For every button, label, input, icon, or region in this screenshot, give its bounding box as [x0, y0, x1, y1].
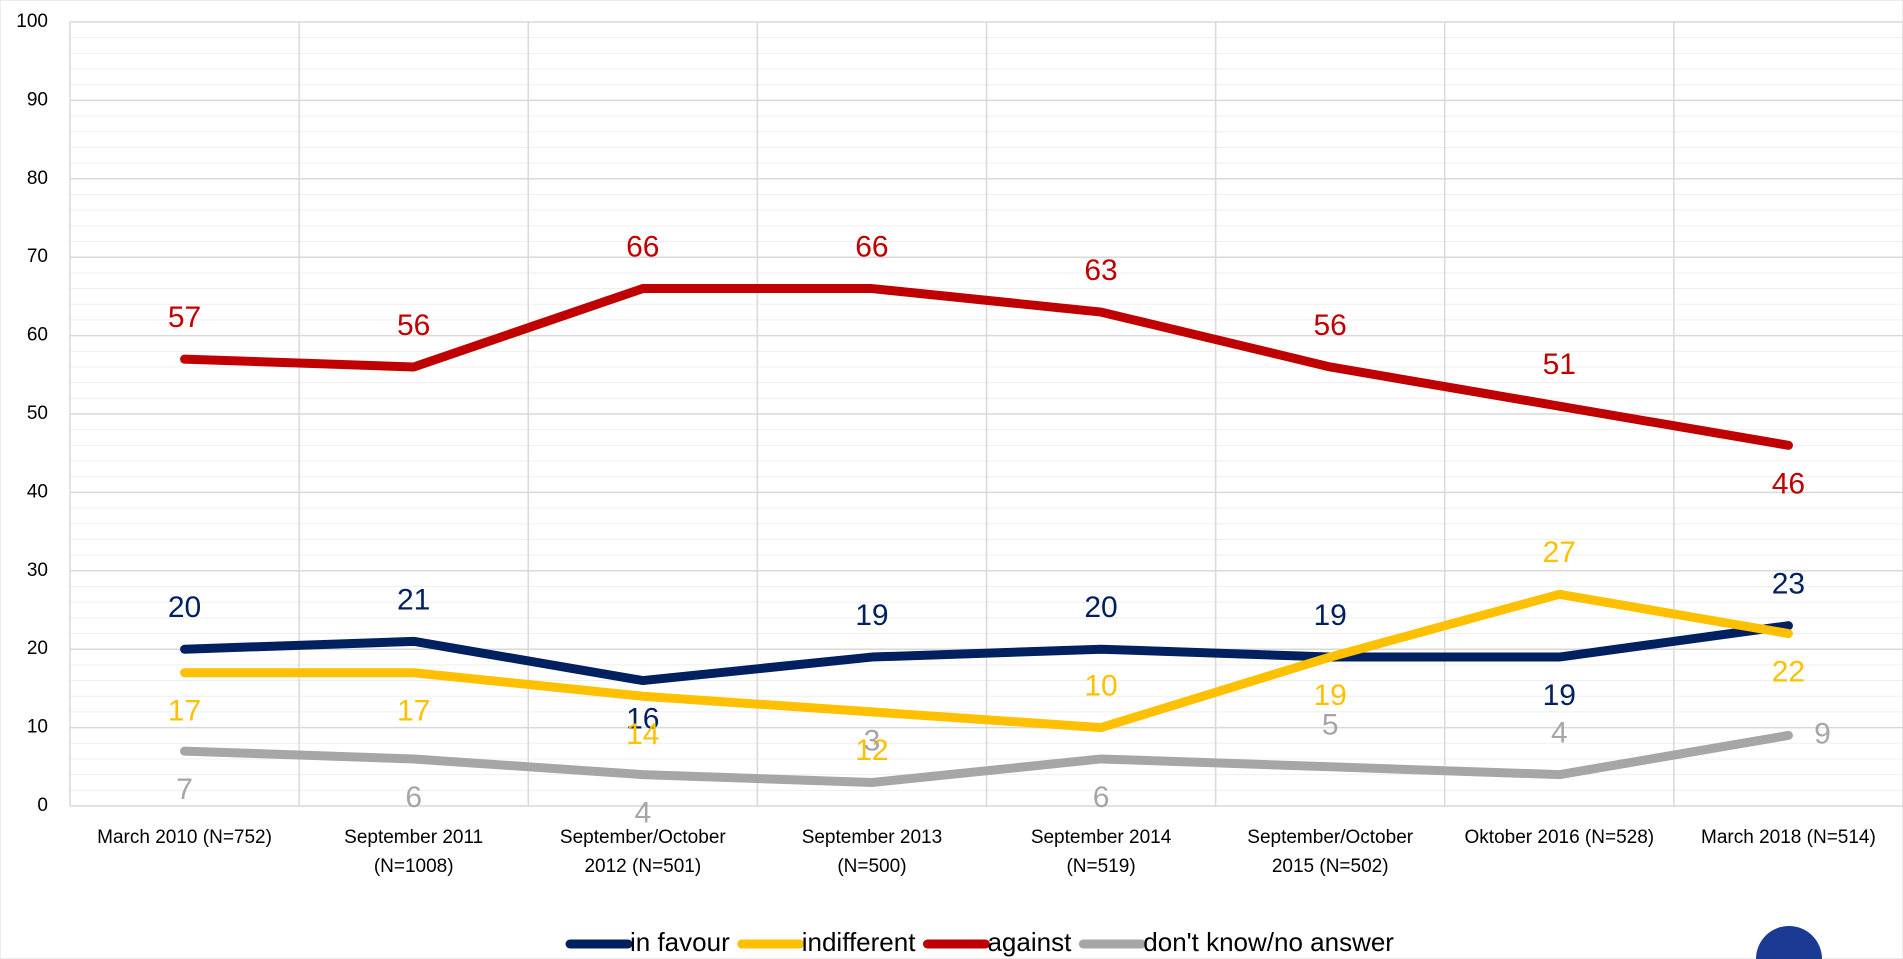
data-label: 57	[168, 301, 201, 334]
x-tick-line: (N=1008)	[374, 856, 454, 877]
data-label: 9	[1814, 717, 1831, 750]
data-label: 20	[1084, 591, 1117, 624]
data-label: 6	[405, 781, 422, 814]
x-tick-label: March 2018 (N=514)	[1701, 827, 1876, 848]
y-tick-label: 100	[16, 11, 48, 32]
data-label: 3	[864, 724, 881, 757]
data-label: 56	[397, 309, 430, 342]
data-label: 10	[1084, 670, 1117, 703]
data-label: 21	[397, 583, 430, 616]
data-label: 4	[634, 797, 651, 830]
data-label: 20	[168, 591, 201, 624]
x-tick-label: September 2011 (N=1008)	[344, 827, 483, 877]
data-label: 19	[855, 599, 888, 632]
y-tick-label: 30	[27, 560, 48, 581]
data-label: 4	[1551, 717, 1568, 750]
data-label: 19	[1543, 679, 1576, 712]
x-tick-line: September 2014	[1031, 827, 1172, 848]
x-tick-line: March 2018 (N=514)	[1701, 827, 1876, 848]
y-tick-label: 90	[27, 89, 48, 110]
legend-label: in favour	[630, 927, 730, 957]
x-tick-line: September 2013	[802, 827, 943, 848]
legend-label: don't know/no answer	[1143, 927, 1394, 957]
data-label: 17	[168, 695, 201, 728]
data-label: 16	[626, 702, 659, 735]
x-tick-label: September 2013 (N=500)	[802, 827, 943, 877]
x-tick-label: September/October 2012 (N=501)	[560, 827, 726, 877]
data-label: 17	[397, 695, 430, 728]
eu-logo	[1756, 926, 1822, 959]
y-tick-label: 10	[27, 717, 48, 738]
x-tick-line: (N=519)	[1066, 856, 1135, 877]
data-label: 7	[176, 773, 193, 806]
data-label: 56	[1314, 309, 1347, 342]
data-label: 19	[1314, 599, 1347, 632]
x-tick-line: March 2010 (N=752)	[97, 827, 272, 848]
data-label: 19	[1314, 679, 1347, 712]
series-line	[180, 284, 1793, 450]
data-label: 12	[855, 734, 888, 767]
data-label: 46	[1772, 467, 1805, 500]
series-line	[180, 589, 1793, 733]
x-tick-label: Oktober 2016 (N=528)	[1465, 827, 1655, 848]
y-tick-label: 0	[37, 795, 48, 816]
y-tick-label: 40	[27, 481, 48, 502]
data-label: 63	[1084, 254, 1117, 287]
x-tick-label: September/October 2015 (N=502)	[1247, 827, 1413, 877]
x-tick-label: March 2010 (N=752)	[97, 827, 272, 848]
data-label: 66	[855, 230, 888, 263]
legend-label: against	[987, 927, 1072, 957]
data-label: 6	[1093, 781, 1110, 814]
series-line	[180, 730, 1793, 787]
x-tick-line: September 2011	[344, 827, 483, 848]
legend-label: indifferent	[802, 927, 916, 957]
data-label: 23	[1772, 568, 1805, 601]
x-tick-line: September/October	[560, 827, 726, 848]
data-label: 22	[1772, 655, 1805, 688]
y-tick-label: 60	[27, 325, 48, 346]
x-tick-line: 2015 (N=502)	[1272, 856, 1389, 877]
y-tick-label: 70	[27, 246, 48, 267]
series-line	[180, 621, 1793, 686]
x-tick-line: September/October	[1247, 827, 1413, 848]
data-label: 66	[626, 230, 659, 263]
data-label: 51	[1543, 348, 1576, 381]
x-tick-line: (N=500)	[837, 856, 906, 877]
data-label: 27	[1543, 536, 1576, 569]
data-label: 14	[626, 718, 659, 751]
y-tick-label: 80	[27, 168, 48, 189]
y-tick-label: 50	[27, 403, 48, 424]
x-tick-label: September 2014 (N=519)	[1031, 827, 1172, 877]
x-tick-line: 2012 (N=501)	[584, 856, 701, 877]
x-tick-line: Oktober 2016 (N=528)	[1465, 827, 1655, 848]
data-label: 5	[1322, 709, 1339, 742]
y-tick-label: 20	[27, 638, 48, 659]
